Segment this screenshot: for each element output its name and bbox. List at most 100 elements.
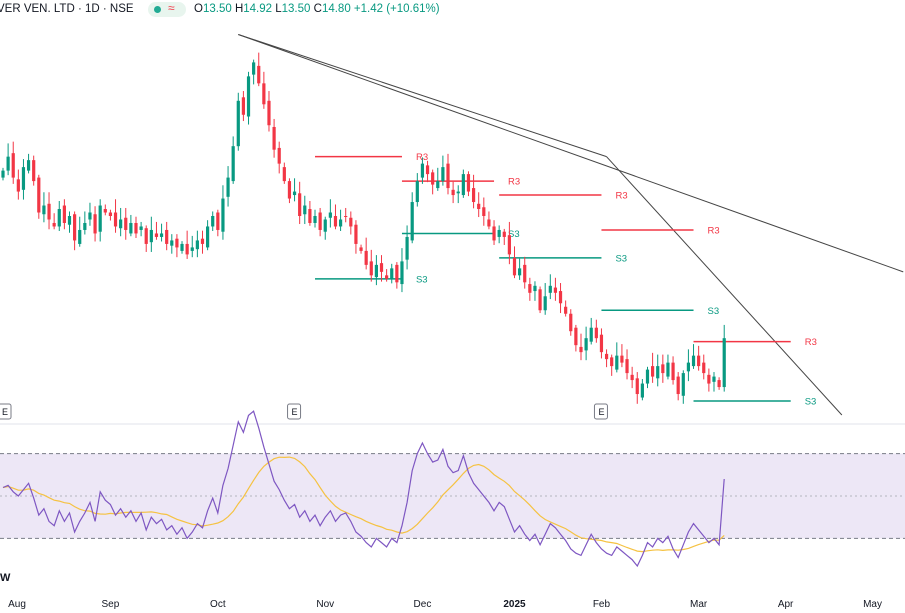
candle-body xyxy=(108,212,113,216)
candle-body xyxy=(461,174,465,196)
rsi-indicator-pane xyxy=(0,410,905,568)
candle-body xyxy=(6,156,10,171)
candle-body xyxy=(231,146,235,182)
candle-body xyxy=(129,222,133,234)
pivot-label: S3 xyxy=(708,306,720,317)
candlestick-series[interactable] xyxy=(1,52,726,404)
candle-body xyxy=(564,306,568,314)
candle-body xyxy=(52,222,56,227)
x-tick-label: Sep xyxy=(102,599,120,610)
candle-body xyxy=(338,219,343,227)
candle-body xyxy=(323,219,327,232)
candle-body xyxy=(175,238,179,248)
candle-body xyxy=(159,233,164,237)
candle-body xyxy=(584,338,588,351)
chart-header: VER VEN. LTD · 1D · NSE ≈ O13.50 H14.92 … xyxy=(0,0,905,20)
trendlines[interactable] xyxy=(238,33,904,416)
candle-body xyxy=(88,212,92,220)
candle-body xyxy=(328,212,332,218)
candle-body xyxy=(298,193,302,216)
x-tick-label: Nov xyxy=(316,599,334,610)
candle-body xyxy=(272,126,276,150)
candle-body xyxy=(610,357,614,367)
candle-body xyxy=(528,284,532,293)
candle-body xyxy=(185,243,189,255)
candle-body xyxy=(83,222,87,230)
candle-body xyxy=(37,177,41,213)
candle-body xyxy=(717,380,721,388)
candle-body xyxy=(93,214,97,234)
candle-body xyxy=(359,247,363,251)
x-tick-label: Oct xyxy=(210,599,226,610)
trendline xyxy=(606,156,843,416)
candle-body xyxy=(170,240,174,246)
candle-body xyxy=(691,355,696,367)
open-label: O xyxy=(194,3,203,15)
earnings-marker-box xyxy=(287,403,302,420)
trendline xyxy=(238,34,904,273)
earnings-marker-text: E xyxy=(598,407,604,417)
candle-body xyxy=(103,209,107,213)
market-status-pill[interactable]: ≈ xyxy=(148,1,186,17)
x-tick-label: Aug xyxy=(8,599,26,610)
candle-body xyxy=(666,362,670,377)
candle-body xyxy=(42,205,46,215)
x-tick-label: Mar xyxy=(690,599,708,610)
candle-body xyxy=(543,296,547,311)
candle-body xyxy=(277,147,281,164)
candle-body xyxy=(400,261,404,285)
candle-body xyxy=(124,217,128,230)
candle-body xyxy=(374,264,378,278)
pivot-label: S3 xyxy=(416,274,428,285)
candle-body xyxy=(615,355,619,370)
candle-body xyxy=(471,188,476,203)
candle-body xyxy=(441,167,445,182)
candle-body xyxy=(267,100,271,126)
low-label: L xyxy=(275,3,282,15)
candle-body xyxy=(702,362,706,374)
earnings-marker: E xyxy=(0,403,12,420)
candle-body xyxy=(190,247,194,251)
candle-body xyxy=(604,353,609,360)
candle-body xyxy=(456,191,460,194)
candle-body xyxy=(722,338,726,388)
candle-body xyxy=(645,369,650,384)
high-value: 14.92 xyxy=(243,3,273,15)
candle-body xyxy=(180,243,184,251)
candle-body xyxy=(308,209,312,223)
pivot-label: R3 xyxy=(805,337,817,348)
candle-body xyxy=(518,268,522,276)
candle-body xyxy=(579,346,583,353)
candle-body xyxy=(262,83,266,105)
candle-body xyxy=(707,374,711,384)
candle-body xyxy=(482,207,486,216)
candle-body xyxy=(558,291,563,304)
candle-body xyxy=(502,231,506,237)
candle-body xyxy=(661,364,665,374)
change-value: +1.42 (+10.61%) xyxy=(353,3,440,15)
candle-body xyxy=(712,376,716,382)
candle-body xyxy=(200,238,205,244)
candle-body xyxy=(420,163,425,178)
candle-body xyxy=(533,285,537,292)
candle-body xyxy=(492,226,496,241)
candle-body xyxy=(656,366,660,379)
candle-body xyxy=(1,170,5,178)
candle-body xyxy=(671,362,675,381)
candle-body xyxy=(216,212,220,230)
candle-body xyxy=(113,212,118,227)
candle-body xyxy=(487,219,491,227)
candle-body xyxy=(548,285,552,293)
earnings-marker-box xyxy=(593,403,608,420)
symbol-title[interactable]: VER VEN. LTD · 1D · NSE xyxy=(0,3,134,15)
x-tick-label: Feb xyxy=(593,599,611,610)
candle-body xyxy=(287,181,292,199)
candle-body xyxy=(497,229,501,237)
candle-body xyxy=(134,222,138,234)
candle-body xyxy=(395,264,399,283)
candle-body xyxy=(57,209,61,227)
candle-body xyxy=(257,65,261,84)
pivot-levels[interactable]: R3S3R3S3R3S3R3S3R3S3 xyxy=(315,152,817,408)
